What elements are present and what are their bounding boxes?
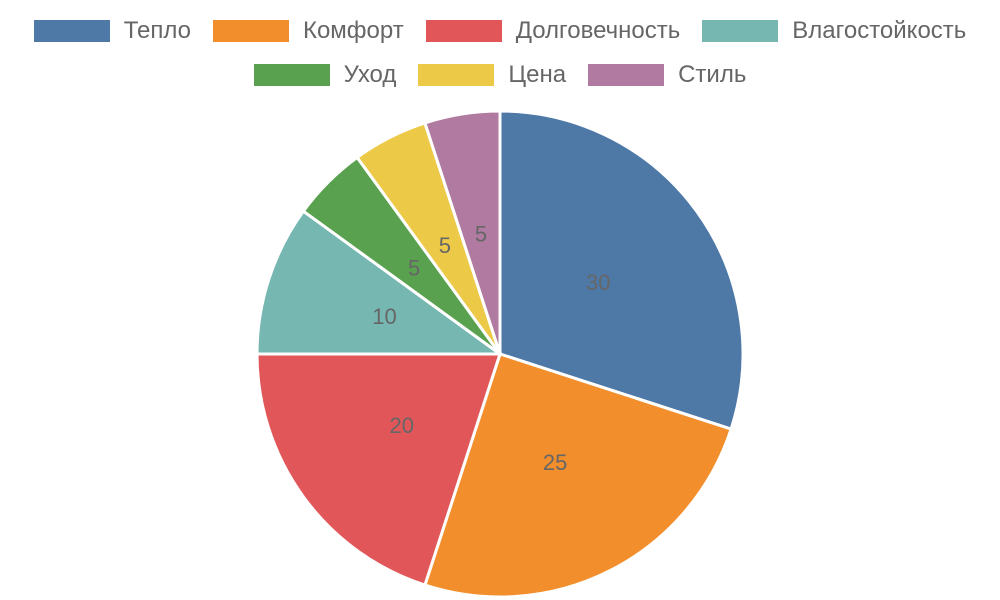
data-label-dolgovechnost: 20 <box>389 413 413 438</box>
legend-label-ukhod: Уход <box>343 61 397 88</box>
legend-label-tsena: Цена <box>508 61 567 88</box>
legend-label-vlagostoikost: Влагостойкость <box>792 17 967 44</box>
pie-slice-stil[interactable] <box>423 109 502 355</box>
legend-swatch-dolgovechnost <box>425 20 502 42</box>
legend-swatch-vlagostoikost <box>702 20 779 42</box>
legend-swatch-teplo <box>33 20 110 42</box>
legend-item-teplo[interactable]: Тепло <box>33 17 191 45</box>
pie-slice-teplo[interactable] <box>498 109 745 431</box>
legend-item-ukhod[interactable]: Уход <box>253 61 397 89</box>
pie-slice-komfort[interactable] <box>423 352 733 599</box>
legend-label-stil: Стиль <box>678 61 747 88</box>
legend-swatch-tsena <box>418 64 495 86</box>
data-label-stil: 5 <box>475 221 487 246</box>
legend-item-komfort[interactable]: Комфорт <box>212 17 404 45</box>
data-label-komfort: 25 <box>543 450 567 475</box>
legend-swatch-ukhod <box>253 64 330 86</box>
legend-item-stil[interactable]: Стиль <box>588 61 746 89</box>
data-label-ukhod: 5 <box>408 256 420 281</box>
legend-label-komfort: Комфорт <box>302 17 404 44</box>
legend-row-1: Тепло Комфорт Долговечность Влагостойкос… <box>0 17 1000 45</box>
legend-row-2: Уход Цена Стиль <box>0 61 1000 89</box>
legend-swatch-stil <box>588 64 665 86</box>
legend-item-tsena[interactable]: Цена <box>418 61 566 89</box>
legend-label-dolgovechnost: Долговечность <box>515 17 681 44</box>
data-label-teplo: 30 <box>586 270 610 295</box>
legend-label-teplo: Тепло <box>123 17 191 44</box>
data-label-vlagostoikost: 10 <box>372 304 396 329</box>
pie-slice-vlagostoikost[interactable] <box>255 209 505 356</box>
legend-item-dolgovechnost[interactable]: Долговечность <box>425 17 681 45</box>
pie-slice-dolgovechnost[interactable] <box>255 352 503 587</box>
legend-swatch-komfort <box>212 20 289 42</box>
data-label-tsena: 5 <box>439 233 451 258</box>
legend-item-vlagostoikost[interactable]: Влагостойкость <box>702 17 966 45</box>
